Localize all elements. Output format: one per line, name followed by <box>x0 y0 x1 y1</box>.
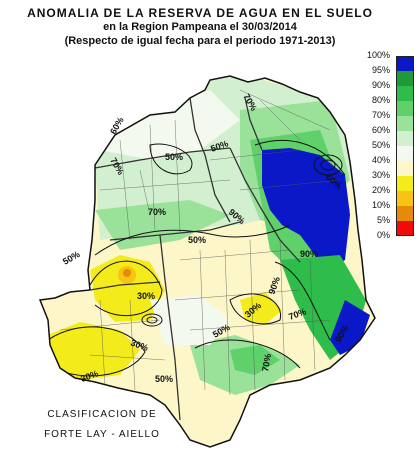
map-title: ANOMALIA DE LA RESERVA DE AGUA EN EL SUE… <box>0 6 400 48</box>
legend-row: 30% <box>360 170 420 191</box>
legend-row: 50% <box>360 140 420 161</box>
contour-label: 90% <box>300 249 318 259</box>
legend-label: 70% <box>371 110 390 120</box>
legend-swatch <box>396 116 414 131</box>
legend-swatch <box>396 71 414 86</box>
legend-label: 60% <box>371 125 390 135</box>
title-line-3: (Respecto de igual fecha para el periodo… <box>64 35 336 47</box>
color-legend: 100% 95% 90% 80% 70% 60% 50% 40% 30% 20% 10% 5% 0% <box>360 50 420 251</box>
province-boundaries <box>89 97 301 421</box>
legend-label: 30% <box>371 170 390 180</box>
legend-swatch <box>396 206 414 221</box>
legend-row: 20% <box>360 185 420 206</box>
legend-row: 10% <box>360 200 420 221</box>
classification-credit: CLASIFICACION DE FORTE LAY - AIELLO <box>22 405 182 445</box>
legend-swatch <box>396 221 414 236</box>
legend-swatch <box>396 101 414 116</box>
legend-row: 80% <box>360 95 420 116</box>
legend-label: 80% <box>371 95 390 105</box>
contour-label: 50% <box>61 249 82 267</box>
contour-label: 50% <box>188 235 206 245</box>
legend-swatch <box>396 131 414 146</box>
contour-label: 70% <box>260 353 273 372</box>
contour-label: 50% <box>165 152 183 162</box>
title-line-2: en la Region Pampeana el 30/03/2014 <box>103 21 297 33</box>
legend-label: 0% <box>376 230 390 240</box>
legend-swatch <box>396 161 414 176</box>
legend-label: 5% <box>376 215 390 225</box>
legend-row: 90% <box>360 80 420 101</box>
legend-row: 5% <box>360 215 420 236</box>
legend-label: 40% <box>371 155 390 165</box>
contour-lines <box>47 139 346 377</box>
legend-row: 0% <box>360 230 420 251</box>
contour-label: 50% <box>155 374 173 384</box>
legend-row: 70% <box>360 110 420 131</box>
legend-label: 90% <box>371 80 390 90</box>
title-line-1: ANOMALIA DE LA RESERVA DE AGUA EN EL SUE… <box>27 6 373 20</box>
legend-swatch <box>396 56 414 71</box>
legend-swatch <box>396 191 414 206</box>
legend-label: 10% <box>371 200 390 210</box>
legend-row: 95% <box>360 65 420 86</box>
contour-label: 30% <box>137 291 155 301</box>
legend-swatch <box>396 176 414 191</box>
legend-row: 60% <box>360 125 420 146</box>
legend-label: 100% <box>366 50 390 60</box>
credit-line-2: FORTE LAY - AIELLO <box>44 429 160 440</box>
department-lines <box>59 89 341 396</box>
contour-label: 70% <box>148 207 166 217</box>
legend-swatch <box>396 86 414 101</box>
legend-label: 95% <box>371 65 390 75</box>
legend-label: 20% <box>371 185 390 195</box>
credit-line-1: CLASIFICACION DE <box>47 409 157 420</box>
region-outline <box>38 75 376 448</box>
legend-swatch <box>396 146 414 161</box>
legend-row: 100% <box>360 50 420 71</box>
legend-label: 50% <box>371 140 390 150</box>
legend-row: 40% <box>360 155 420 176</box>
